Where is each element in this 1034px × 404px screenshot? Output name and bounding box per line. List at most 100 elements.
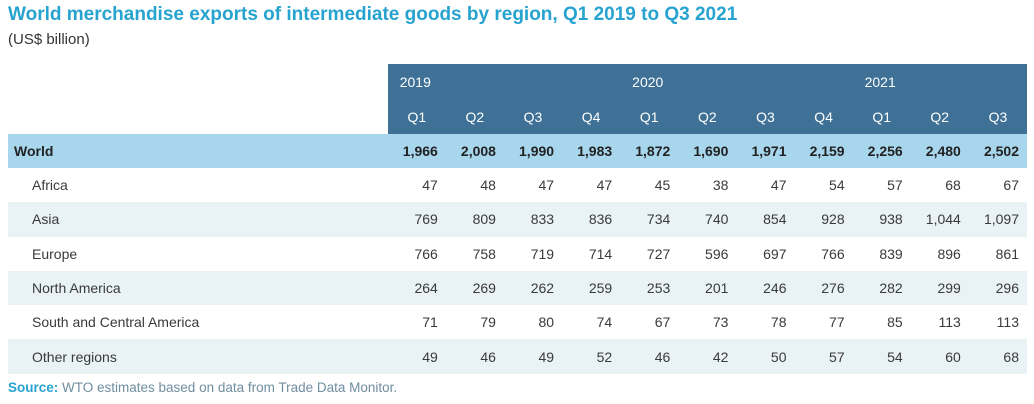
table-cell: 45 <box>654 177 671 194</box>
table-cell: 938 <box>879 211 903 228</box>
header-blank <box>8 64 388 100</box>
table-cell: 85 <box>887 314 903 331</box>
table-cell: 727 <box>646 245 671 262</box>
table-cell: 1,966 <box>402 143 438 159</box>
table-cell: 928 <box>821 211 845 228</box>
quarter-header: Q3 <box>736 100 795 134</box>
source-text: WTO estimates based on data from Trade D… <box>58 380 398 395</box>
table-cell: 47 <box>422 177 438 194</box>
table-cell: 296 <box>995 280 1019 297</box>
year-header: 2020 <box>620 64 853 100</box>
row-label: Asia <box>32 211 60 228</box>
table-cell: 769 <box>414 211 438 228</box>
quarter-header: Q2 <box>678 100 737 134</box>
table-cell: 79 <box>480 314 496 331</box>
table-cell: 269 <box>472 280 496 297</box>
table-cell: 282 <box>879 280 903 297</box>
table-cell: 276 <box>821 280 845 297</box>
table-cell: 854 <box>763 211 787 228</box>
row-label: Europe <box>32 245 78 262</box>
table-cell: 299 <box>937 280 961 297</box>
table-cell: 253 <box>646 280 671 297</box>
table-cell: 259 <box>588 280 613 297</box>
world-row: World 1,966 2,008 1,990 1,983 1,872 1,690 1,97… <box>8 134 1027 168</box>
quarter-header: Q4 <box>562 100 621 134</box>
row-label: World <box>14 143 54 159</box>
table-cell: 896 <box>937 245 961 262</box>
source-label: Source: <box>8 380 59 395</box>
quarter-header: Q3 <box>503 100 563 134</box>
table-cell: 48 <box>480 177 496 194</box>
table-subtitle: (US$ billion) <box>8 31 90 48</box>
table-cell: 46 <box>480 348 496 365</box>
table-cell: 1,872 <box>635 143 671 159</box>
year-header: 2021 <box>852 64 1027 100</box>
table-cell: 46 <box>654 348 671 365</box>
table-cell: 2,480 <box>925 143 961 159</box>
table-cell: 2,502 <box>983 143 1019 159</box>
table-cell: 1,983 <box>577 143 613 159</box>
row-label: Africa <box>32 177 68 194</box>
table-cell: 113 <box>938 314 961 331</box>
table-cell: 596 <box>705 245 729 262</box>
table-cell: 52 <box>596 348 613 365</box>
table-row: Africa 47 48 47 47 45 38 47 54 57 68 67 <box>8 168 1027 202</box>
table-cell: 201 <box>705 280 729 297</box>
quarter-header: Q1 <box>852 100 911 134</box>
year-header-row: 2019 2020 2021 <box>8 64 1027 100</box>
quarter-header: Q4 <box>794 100 853 134</box>
table-cell: 2,256 <box>867 143 903 159</box>
table-cell: 113 <box>996 314 1019 331</box>
row-label: South and Central America <box>32 314 200 331</box>
table-cell: 67 <box>1003 177 1019 194</box>
table-cell: 758 <box>472 245 496 262</box>
table-cell: 836 <box>588 211 613 228</box>
exports-table: 2019 2020 2021 Q1 Q2 Q3 Q4 Q1 Q2 Q3 Q4 Q1 Q2 Q3 Worl… <box>8 64 1027 374</box>
header-blank <box>8 100 388 134</box>
table-cell: 1,990 <box>519 143 555 159</box>
year-header: 2019 <box>387 64 621 100</box>
table-cell: 68 <box>1003 348 1019 365</box>
table-cell: 1,044 <box>925 211 961 228</box>
table-cell: 246 <box>763 280 787 297</box>
table-cell: 77 <box>829 314 845 331</box>
table-row: Asia 769 809 833 836 734 740 854 928 938 1,044 1,09… <box>8 202 1027 237</box>
table-cell: 1,690 <box>693 143 729 159</box>
table-cell: 714 <box>588 245 613 262</box>
quarter-header: Q2 <box>445 100 504 134</box>
quarter-header: Q1 <box>620 100 679 134</box>
table-cell: 1,097 <box>983 211 1019 228</box>
table-cell: 861 <box>995 245 1019 262</box>
table-cell: 74 <box>596 314 613 331</box>
table-row: South and Central America 71 79 80 74 67 73 78 7… <box>8 305 1027 339</box>
table-row: Other regions 49 46 49 52 46 42 50 57 54 60 68 <box>8 339 1027 374</box>
table-cell: 719 <box>530 245 555 262</box>
table-cell: 42 <box>712 348 729 365</box>
table-row: Europe 766 758 719 714 727 596 697 766 839 896 861 <box>8 237 1027 271</box>
table-cell: 80 <box>538 314 555 331</box>
table-cell: 50 <box>770 348 787 365</box>
table-cell: 839 <box>879 245 903 262</box>
table-cell: 47 <box>770 177 787 194</box>
table-cell: 2,008 <box>460 143 496 159</box>
table-cell: 47 <box>538 177 555 194</box>
table-cell: 47 <box>596 177 613 194</box>
table-cell: 809 <box>472 211 496 228</box>
table-cell: 57 <box>829 348 845 365</box>
table-cell: 57 <box>887 177 903 194</box>
table-cell: 833 <box>530 211 555 228</box>
table-cell: 49 <box>422 348 438 365</box>
table-cell: 697 <box>763 245 787 262</box>
table-cell: 54 <box>887 348 903 365</box>
table-cell: 71 <box>422 314 438 331</box>
table-row: North America 264 269 262 259 253 201 246 276 282… <box>8 270 1027 306</box>
title-main: World merchandise exports of intermediat… <box>8 4 563 25</box>
table-cell: 54 <box>829 177 845 194</box>
table-cell: 264 <box>414 280 438 297</box>
table-cell: 38 <box>712 177 729 194</box>
table-cell: 766 <box>414 245 438 262</box>
table-cell: 67 <box>654 314 671 331</box>
table-cell: 78 <box>770 314 787 331</box>
row-label: North America <box>32 280 121 297</box>
quarter-header-row: Q1 Q2 Q3 Q4 Q1 Q2 Q3 Q4 Q1 Q2 Q3 <box>8 100 1027 134</box>
